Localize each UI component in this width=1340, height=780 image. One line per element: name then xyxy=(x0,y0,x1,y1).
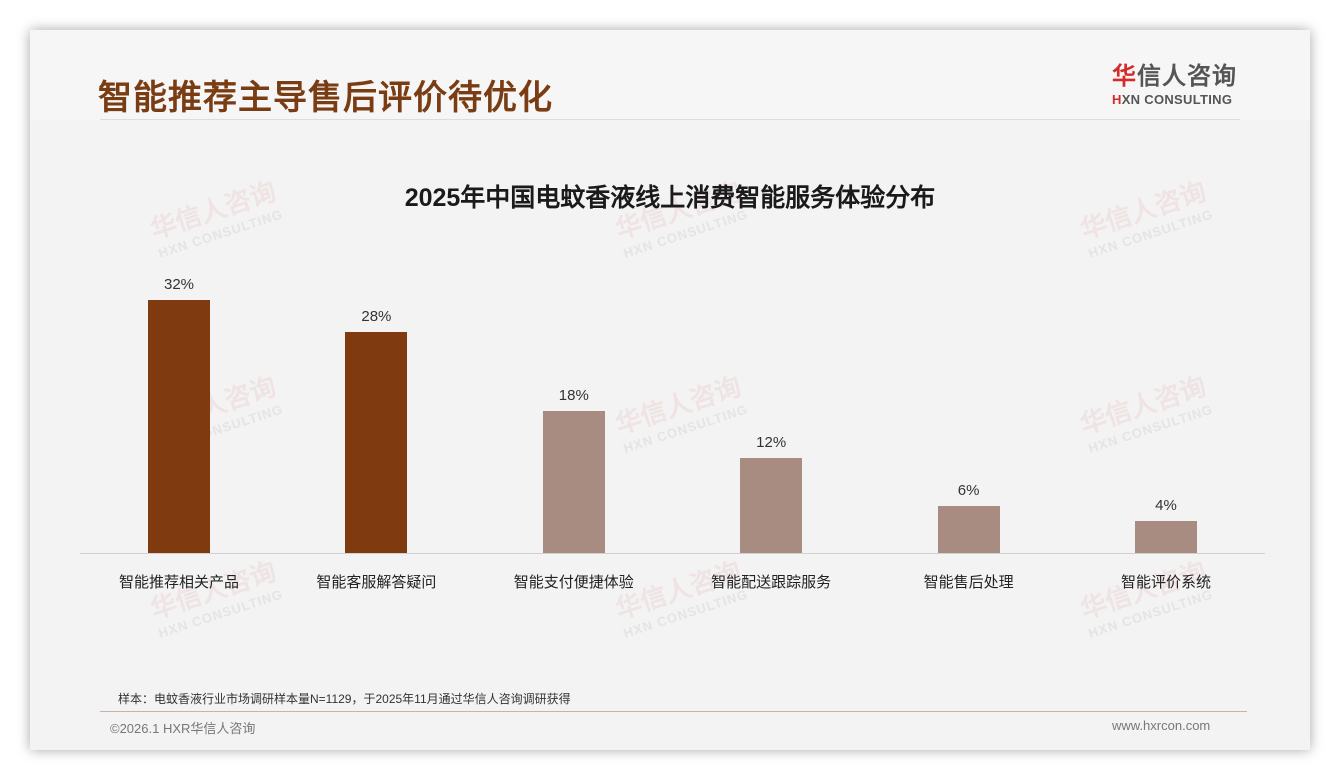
watermark: 华信人咨询 HXN CONSULTING xyxy=(610,551,750,641)
logo-en-rest: XN CONSULTING xyxy=(1121,92,1233,107)
watermark-en: HXN CONSULTING xyxy=(1086,206,1215,261)
website-link: www.hxrcon.com xyxy=(1112,718,1211,733)
logo-cn-first: 华 xyxy=(1112,63,1137,90)
bar-4 xyxy=(740,458,803,553)
category-label: 智能配送跟踪服务 xyxy=(711,574,832,591)
bar-value-label: 28% xyxy=(361,308,392,325)
slide: 智能推荐主导售后评价待优化 华信人咨询 HXN CONSULTING 华信人咨询… xyxy=(30,30,1310,750)
watermark-en: HXN CONSULTING xyxy=(156,586,285,641)
logo-en: HXN CONSULTING xyxy=(1112,92,1242,107)
watermark-en: HXN CONSULTING xyxy=(156,206,285,261)
category-label: 智能推荐相关产品 xyxy=(118,574,239,591)
bar-6 xyxy=(1135,521,1197,553)
watermark-en: HXN CONSULTING xyxy=(621,586,750,641)
category-label: 智能评价系统 xyxy=(1120,574,1211,591)
footer-divider xyxy=(100,711,1247,712)
watermark: 华信人咨询 HXN CONSULTING xyxy=(1075,551,1215,641)
bar-2 xyxy=(345,332,408,553)
watermark: 华信人咨询 HXN CONSULTING xyxy=(1075,366,1215,456)
bar-5 xyxy=(937,506,1000,553)
title-divider xyxy=(100,119,1240,120)
logo-en-first: H xyxy=(1112,92,1122,107)
bar-1 xyxy=(148,300,210,553)
watermark-en: HXN CONSULTING xyxy=(1086,586,1215,641)
sample-note: 样本：电蚊香液行业市场调研样本量N=1129，于2025年11月通过华信人咨询调… xyxy=(118,692,571,706)
bar-value-label: 32% xyxy=(163,276,195,293)
page-title: 智能推荐主导售后评价待优化 xyxy=(98,79,553,117)
watermark-en: HXN CONSULTING xyxy=(1086,401,1215,456)
watermark-cn: 华信人咨询 xyxy=(1076,370,1210,440)
logo-cn: 华信人咨询 xyxy=(1112,64,1242,90)
bar-value-label: 18% xyxy=(558,387,589,404)
category-label: 智能支付便捷体验 xyxy=(513,574,634,591)
logo-cn-rest: 信人咨询 xyxy=(1137,63,1237,90)
chart-title: 2025年中国电蚊香液线上消费智能服务体验分布 xyxy=(404,184,936,212)
bar-3 xyxy=(542,411,605,553)
category-label: 智能客服解答疑问 xyxy=(316,574,437,591)
bar-value-label: 4% xyxy=(1155,497,1177,514)
copyright: ©2026.1 HXR华信人咨询 xyxy=(110,721,256,736)
watermark-en: HXN CONSULTING xyxy=(621,206,750,261)
category-label: 智能售后处理 xyxy=(923,574,1014,591)
header-band xyxy=(30,30,1310,120)
company-logo: 华信人咨询 HXN CONSULTING xyxy=(1112,64,1242,108)
x-axis-line xyxy=(80,553,1265,554)
bar-value-label: 12% xyxy=(756,434,787,451)
watermark: 华信人咨询 HXN CONSULTING xyxy=(145,551,285,641)
bar-value-label: 6% xyxy=(957,482,980,499)
